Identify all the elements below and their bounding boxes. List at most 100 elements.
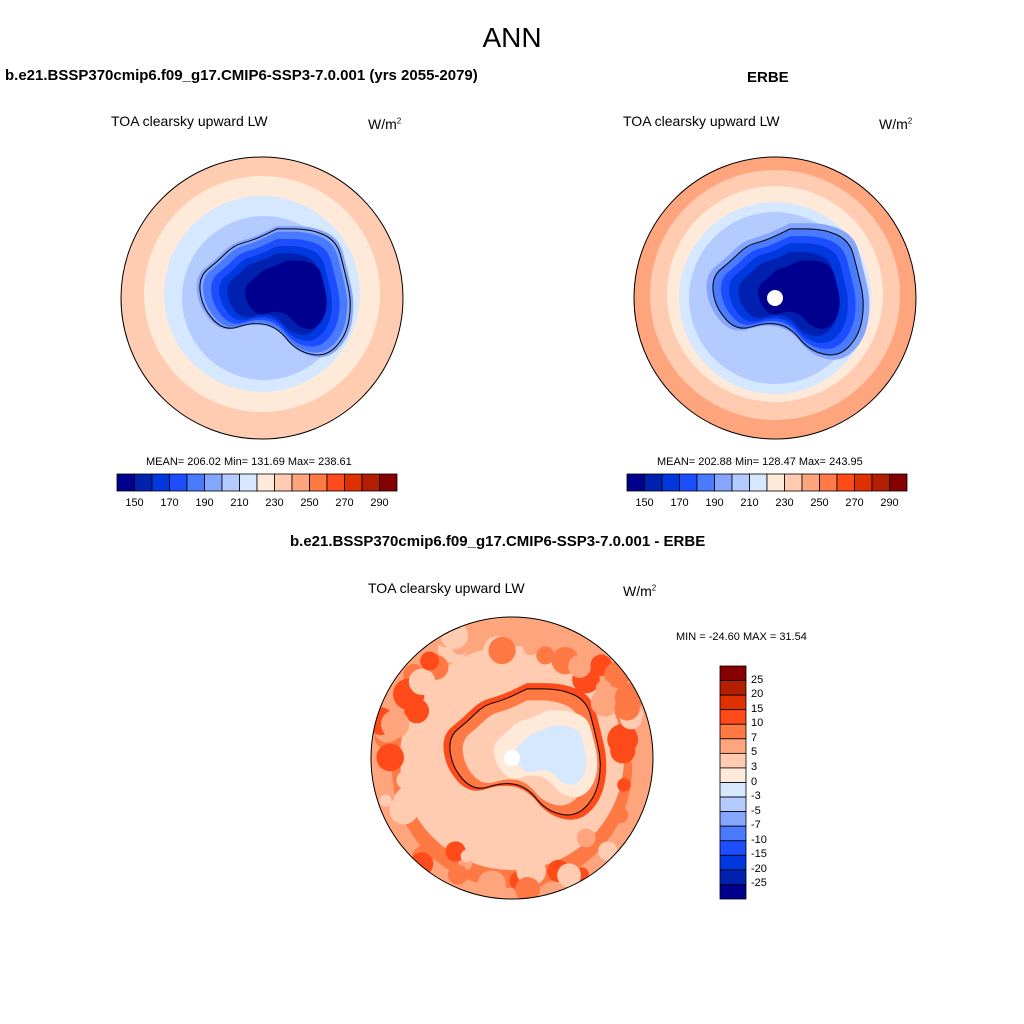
colorbar-box <box>720 739 746 754</box>
contour-patch <box>598 841 617 860</box>
colorbar-box <box>680 474 698 491</box>
colorbar-box <box>872 474 890 491</box>
contour-patch <box>596 680 612 696</box>
colorbar-box <box>732 474 750 491</box>
colorbar-box <box>362 474 380 491</box>
colorbar-box <box>187 474 205 491</box>
colorbar-box <box>720 753 746 768</box>
colorbar-box <box>627 474 645 491</box>
colorbar-box <box>855 474 873 491</box>
contour-patch <box>389 795 418 824</box>
colorbar-box <box>720 724 746 739</box>
contour-patch <box>448 865 468 885</box>
contour-patch <box>610 738 635 763</box>
colorbar-box <box>890 474 908 491</box>
colorbar-box <box>720 826 746 841</box>
figure-canvas <box>0 0 1024 1024</box>
colorbar-tick-label: -20 <box>751 863 767 875</box>
colorbar-tick-label: 190 <box>705 497 723 509</box>
contour-patch <box>486 618 502 634</box>
colorbar-box <box>720 681 746 696</box>
map-fill <box>634 157 916 439</box>
pole-hole <box>504 750 520 766</box>
contour-patch <box>523 640 539 656</box>
contour-patch <box>557 863 581 887</box>
contour-patch <box>461 850 473 862</box>
colorbar-box <box>720 884 746 899</box>
polar-map-1 <box>121 157 403 439</box>
colorbar-tick-label: 170 <box>670 497 688 509</box>
polar-map-2 <box>634 157 916 439</box>
colorbar-box <box>820 474 838 491</box>
colorbar-box <box>645 474 663 491</box>
colorbar-tick-label: 3 <box>751 761 757 773</box>
colorbar-box <box>117 474 135 491</box>
colorbar-box <box>720 768 746 783</box>
colorbar-box <box>275 474 293 491</box>
colorbar-box <box>720 855 746 870</box>
colorbar-box <box>715 474 733 491</box>
contour-patch <box>379 795 391 807</box>
colorbar-tick-label: -5 <box>751 805 761 817</box>
colorbar-tick-label: 270 <box>335 497 353 509</box>
colorbar-tick-label: 170 <box>160 497 178 509</box>
colorbar-box <box>720 666 746 681</box>
colorbar-tick-label: 270 <box>845 497 863 509</box>
colorbar-tick-label: -3 <box>751 790 761 802</box>
pole-hole <box>767 290 783 306</box>
contour-patch <box>381 710 409 738</box>
colorbar-tick-label: 10 <box>751 717 763 729</box>
colorbar-tick-label: 230 <box>775 497 793 509</box>
colorbar-panel2 <box>627 474 907 491</box>
colorbar-tick-label: 230 <box>265 497 283 509</box>
colorbar-box <box>750 474 768 491</box>
colorbar-box <box>345 474 363 491</box>
colorbar-tick-label: -15 <box>751 848 767 860</box>
colorbar-box <box>205 474 223 491</box>
colorbar-box <box>240 474 258 491</box>
colorbar-box <box>767 474 785 491</box>
polar-map-3 <box>367 617 653 902</box>
colorbar-tick-label: 150 <box>125 497 143 509</box>
colorbar-box <box>257 474 275 491</box>
colorbar-box <box>222 474 240 491</box>
contour-patch <box>577 829 596 848</box>
contour-patch <box>617 778 631 792</box>
contour-patch <box>488 637 515 664</box>
colorbar-box <box>720 870 746 885</box>
colorbar-tick-label: 20 <box>751 688 763 700</box>
contour-patch <box>536 646 554 664</box>
colorbar-box <box>720 841 746 856</box>
contour-patch <box>477 870 506 899</box>
colorbar-tick-label: 15 <box>751 703 763 715</box>
colorbar-tick-label: 0 <box>751 776 757 788</box>
colorbar-box <box>310 474 328 491</box>
colorbar-box <box>720 695 746 710</box>
colorbar-box <box>802 474 820 491</box>
colorbar-box <box>720 783 746 798</box>
contour-patch <box>376 744 404 772</box>
colorbar-box <box>135 474 153 491</box>
colorbar-box <box>327 474 345 491</box>
colorbar-box <box>380 474 398 491</box>
map-fill <box>121 157 403 439</box>
colorbar-diff <box>720 666 746 899</box>
contour-patch <box>396 771 415 790</box>
colorbar-tick-label: 290 <box>880 497 898 509</box>
colorbar-tick-label: 250 <box>300 497 318 509</box>
contour-patch <box>409 669 435 695</box>
colorbar-box <box>697 474 715 491</box>
colorbar-tick-label: 210 <box>230 497 248 509</box>
colorbar-tick-label: 150 <box>635 497 653 509</box>
contour-patch <box>420 652 439 671</box>
contour-patch <box>611 806 628 823</box>
colorbar-tick-label: 210 <box>740 497 758 509</box>
colorbar-tick-label: -10 <box>751 834 767 846</box>
colorbar-tick-label: 190 <box>195 497 213 509</box>
colorbar-box <box>837 474 855 491</box>
colorbar-tick-label: -25 <box>751 877 767 889</box>
colorbar-box <box>720 812 746 827</box>
colorbar-panel1 <box>117 474 397 491</box>
colorbar-box <box>720 710 746 725</box>
colorbar-box <box>785 474 803 491</box>
